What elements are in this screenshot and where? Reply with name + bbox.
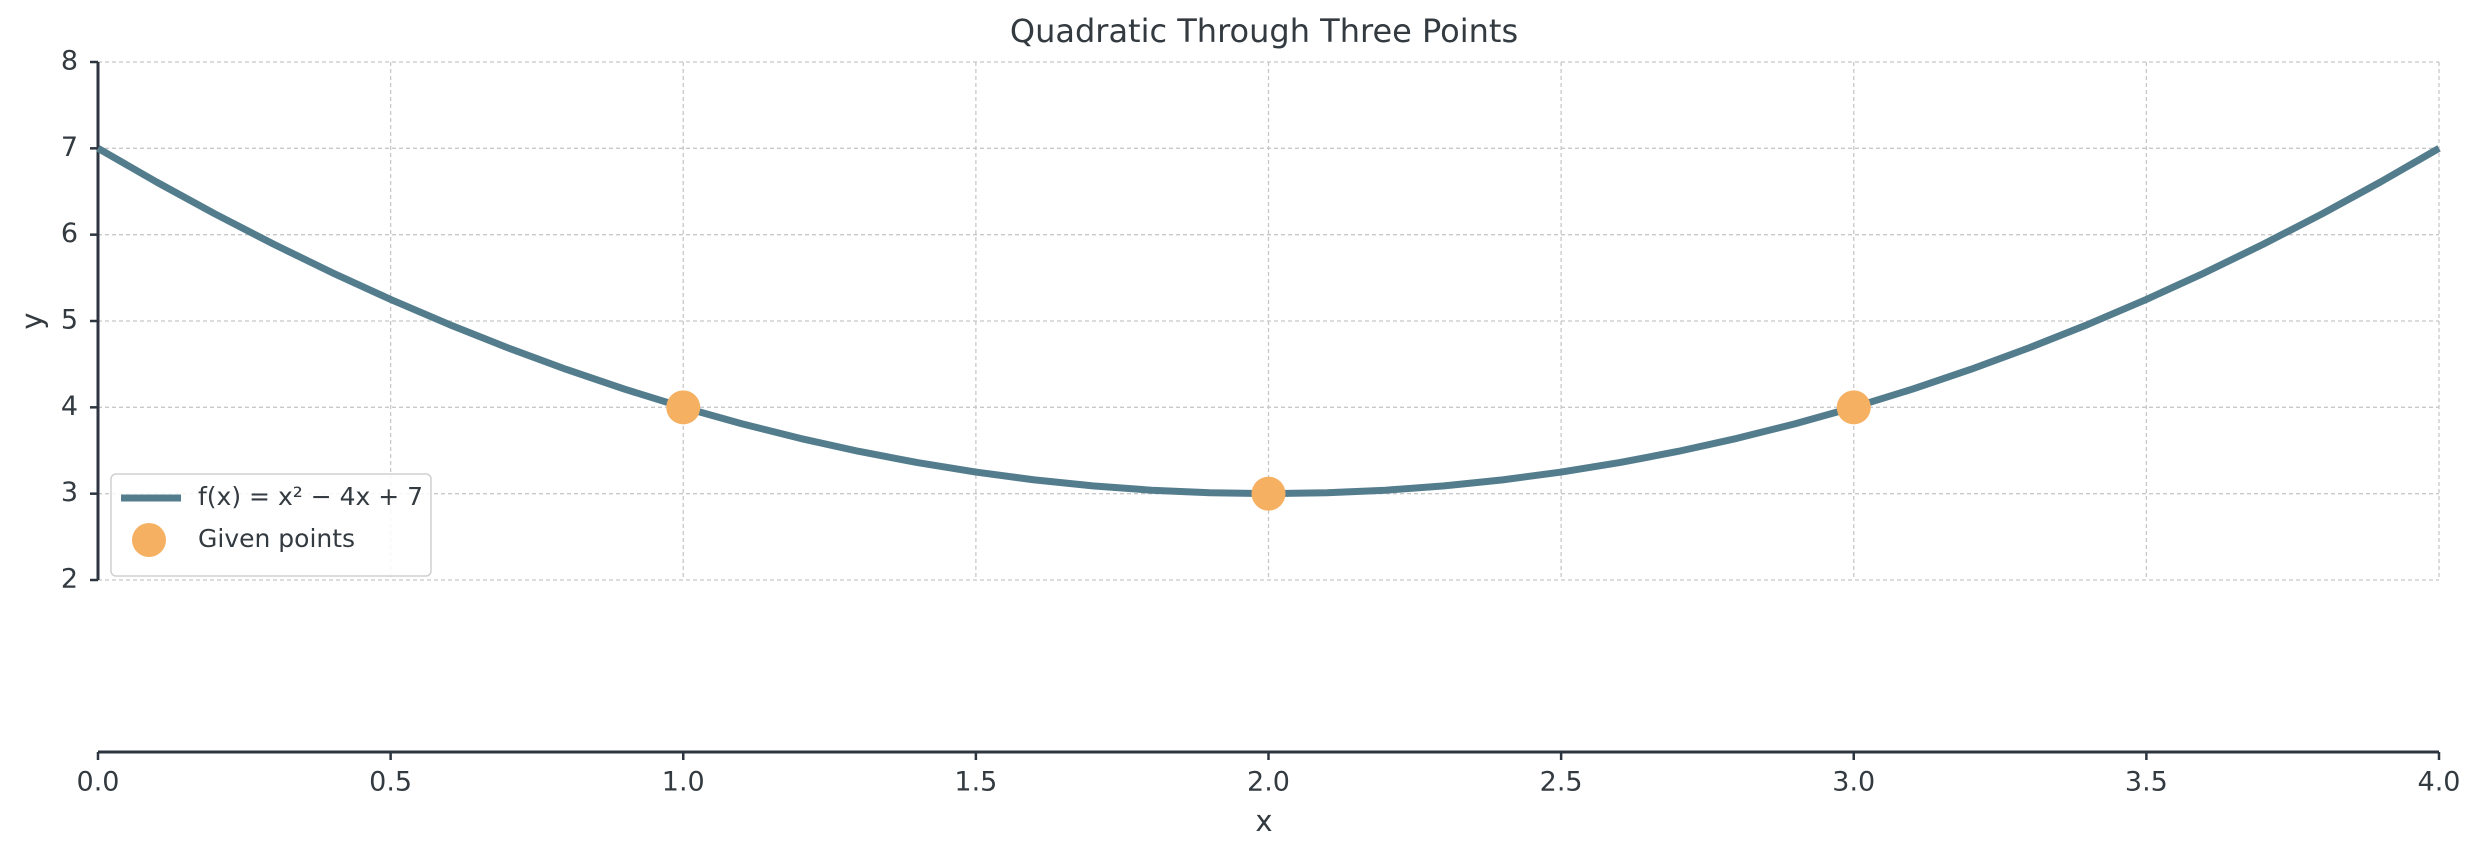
legend-swatch: [132, 523, 166, 557]
x-tick-label: 1.0: [662, 767, 705, 798]
y-tick-label: 5: [61, 305, 78, 336]
y-tick-label: 7: [61, 132, 78, 163]
x-tick-label: 2.5: [1540, 767, 1583, 798]
data-point: [1251, 476, 1286, 511]
legend-box: [110, 473, 432, 577]
y-tick-label: 4: [61, 391, 78, 422]
y-tick-label: 8: [61, 46, 78, 77]
legend: f(x) = x² − 4x + 7 Given points: [110, 473, 432, 577]
chart-title: Quadratic Through Three Points: [1010, 12, 1518, 50]
x-tick-label: 2.0: [1247, 767, 1290, 798]
x-tick-label: 0.0: [77, 767, 120, 798]
x-tick-label: 1.5: [954, 767, 997, 798]
y-tick-label: 3: [61, 477, 78, 508]
x-tick-label: 3.5: [2125, 767, 2168, 798]
legend-label: f(x) = x² − 4x + 7: [198, 482, 423, 511]
data-point: [1836, 390, 1871, 425]
y-tick-label: 6: [61, 218, 78, 249]
x-tick-label: 3.0: [1832, 767, 1875, 798]
legend-label: Given points: [198, 524, 355, 553]
x-tick-label: 0.5: [369, 767, 412, 798]
x-tick-label: 4.0: [2418, 767, 2461, 798]
data-point: [666, 390, 701, 425]
x-axis-label: x: [1255, 804, 1272, 838]
y-axis-label: y: [15, 312, 49, 329]
y-tick-label: 2: [61, 564, 78, 595]
